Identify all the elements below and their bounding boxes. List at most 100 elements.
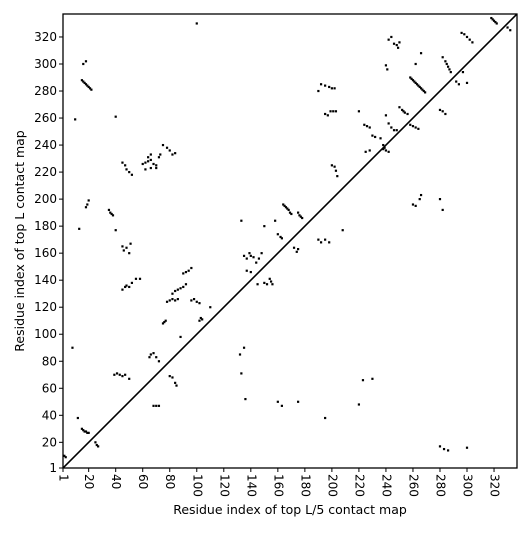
contact-point xyxy=(184,270,188,274)
contact-point xyxy=(152,162,155,166)
x-tick-label: 40 xyxy=(109,474,123,489)
contact-point xyxy=(371,377,374,380)
contact-point xyxy=(409,123,412,126)
contact-point xyxy=(409,76,412,79)
contact-point xyxy=(148,356,151,359)
contact-point xyxy=(165,300,169,303)
contact-point xyxy=(84,83,88,86)
contact-point xyxy=(395,43,398,47)
contact-point xyxy=(317,89,320,93)
contact-point xyxy=(446,449,450,452)
y-tick-label: 180 xyxy=(34,219,57,233)
contact-point xyxy=(76,416,79,420)
contact-point xyxy=(125,246,128,249)
contact-point xyxy=(87,431,90,434)
x-tick-label: 20 xyxy=(82,474,96,489)
contact-point xyxy=(324,416,327,420)
contact-point xyxy=(298,214,301,217)
contact-point xyxy=(83,430,86,433)
x-tick-label: 100 xyxy=(190,474,204,497)
contact-point xyxy=(138,277,142,280)
contact-point xyxy=(201,318,204,321)
contact-point xyxy=(97,445,100,448)
contact-point xyxy=(279,235,282,239)
contact-point xyxy=(422,89,425,93)
contact-point xyxy=(387,150,390,153)
contact-point xyxy=(297,400,300,403)
contact-point xyxy=(245,257,248,260)
contact-point xyxy=(444,112,447,116)
contact-point xyxy=(80,79,84,82)
contact-point xyxy=(330,87,333,90)
contact-point xyxy=(491,18,494,21)
contact-point xyxy=(152,352,155,355)
contact-point xyxy=(174,152,177,155)
contact-point xyxy=(334,110,338,113)
contact-point xyxy=(438,198,442,201)
contact-point xyxy=(198,319,201,322)
contact-point xyxy=(333,165,336,168)
contact-point xyxy=(392,129,396,132)
x-axis-ticks: 1 20 40 60 80 100 120 140 160 180 200 220 240 260 280 3… xyxy=(57,468,502,497)
y-tick-label: 140 xyxy=(34,273,57,287)
contact-point xyxy=(109,211,112,214)
contact-point xyxy=(125,168,128,171)
contact-point xyxy=(90,88,93,91)
contact-point xyxy=(444,60,447,63)
contact-point xyxy=(299,215,302,218)
contact-point xyxy=(118,373,121,376)
contact-point xyxy=(445,62,448,66)
contact-point xyxy=(174,381,177,384)
contact-point xyxy=(364,150,367,153)
contact-point xyxy=(84,60,88,63)
contact-point xyxy=(319,241,323,244)
y-tick-label: 160 xyxy=(34,246,57,260)
contact-point xyxy=(471,41,474,44)
contact-point xyxy=(195,22,198,25)
contact-point xyxy=(280,237,283,240)
y-tick-label: 1 xyxy=(49,461,57,475)
contact-point xyxy=(319,83,323,86)
y-tick-label: 80 xyxy=(42,354,57,368)
y-tick-label: 200 xyxy=(34,192,57,206)
contact-point xyxy=(149,166,152,170)
contact-point xyxy=(88,87,92,90)
y-tick-label: 320 xyxy=(34,30,57,44)
contact-point xyxy=(115,372,119,375)
contact-point xyxy=(288,211,292,214)
contact-point xyxy=(86,203,89,206)
contact-point xyxy=(411,79,415,82)
contact-point xyxy=(82,62,85,66)
contact-point xyxy=(417,127,420,130)
contact-point xyxy=(86,431,89,434)
contact-point xyxy=(157,404,161,407)
contact-point xyxy=(332,110,335,113)
contact-point xyxy=(413,80,416,83)
contact-point xyxy=(490,16,493,20)
contact-point xyxy=(128,377,131,380)
contact-point xyxy=(155,356,158,359)
contact-point xyxy=(159,153,162,156)
contact-point xyxy=(175,384,178,387)
contact-point xyxy=(256,283,259,286)
x-tick-label: 60 xyxy=(136,474,150,489)
contact-point xyxy=(418,85,421,89)
contact-point xyxy=(357,110,361,113)
contact-point xyxy=(125,284,128,287)
contact-point xyxy=(199,316,202,320)
contact-point xyxy=(365,125,369,128)
contact-point xyxy=(84,430,88,433)
contact-point xyxy=(198,302,201,305)
contact-point xyxy=(141,162,144,166)
contact-point xyxy=(209,306,212,309)
contact-point xyxy=(190,266,193,270)
contact-point xyxy=(190,299,193,302)
contact-point xyxy=(283,204,286,207)
contact-point xyxy=(334,169,338,172)
contact-point xyxy=(124,373,127,376)
contact-point xyxy=(71,346,74,349)
contact-point xyxy=(265,283,269,286)
x-tick-label: 1 xyxy=(57,474,71,482)
contact-point xyxy=(110,212,113,216)
contact-point xyxy=(263,281,266,284)
